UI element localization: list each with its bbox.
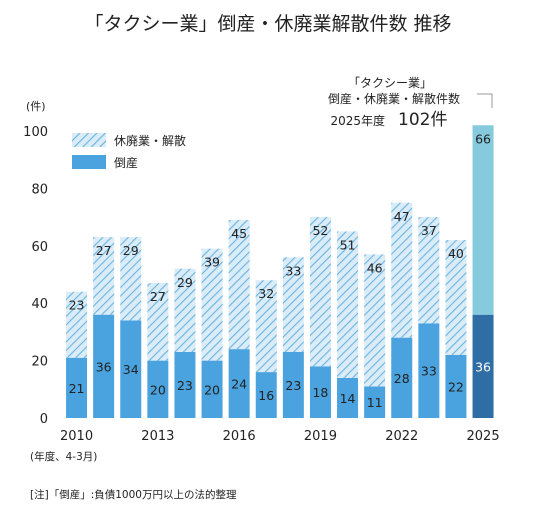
bar-2019-bottom xyxy=(309,366,331,418)
bar-2011-bottom xyxy=(93,314,115,418)
data-label-top: 29 xyxy=(177,275,193,290)
data-label-top: 51 xyxy=(340,237,356,252)
x-tick-label: 2016 xyxy=(223,429,256,444)
annotation-line1: 「タクシー業」 xyxy=(348,76,432,90)
footnote: [注]「倒産」:負債1000万円以上の法的整理 xyxy=(30,488,237,501)
legend-label-0: 倒産 xyxy=(114,155,138,170)
bar-2011-top xyxy=(93,237,115,315)
x-axis: 2010 2013 2016 2019 2022 2025 xyxy=(60,429,500,444)
x-tick-label: 2013 xyxy=(141,429,174,444)
bar-2017-top xyxy=(255,280,277,373)
y-tick-label: 100 xyxy=(23,125,48,140)
x-tick-label: 2019 xyxy=(304,429,337,444)
data-label-top: 23 xyxy=(69,298,85,313)
x-tick-label: 2022 xyxy=(385,429,418,444)
data-label-top: 40 xyxy=(448,246,464,261)
x-tick-label: 2025 xyxy=(467,429,500,444)
data-label-top: 37 xyxy=(421,223,437,238)
data-label-bottom: 20 xyxy=(150,382,166,397)
data-label-bottom: 23 xyxy=(285,378,301,393)
legend-swatch-solid xyxy=(72,155,106,169)
bars: 21 23 36 27 34 29 20 27 23 29 20 39 24 45 16 32 23 33 18 52… xyxy=(66,125,494,418)
data-label-bottom: 16 xyxy=(258,388,274,403)
bar-2015-bottom xyxy=(201,360,223,418)
y-tick-label: 0 xyxy=(40,412,48,427)
bar-2014-top xyxy=(174,268,196,352)
y-tick-label: 40 xyxy=(31,297,48,312)
bar-2018-top xyxy=(282,257,304,352)
bar-2012-top xyxy=(120,237,142,321)
data-label-top: 39 xyxy=(204,255,220,270)
data-label-top: 66 xyxy=(475,131,491,146)
legend-swatch-hatched xyxy=(72,133,106,147)
x-tick-label: 2010 xyxy=(60,429,93,444)
data-label-bottom: 22 xyxy=(448,379,464,394)
data-label-bottom: 33 xyxy=(421,364,437,379)
bar-2022-bottom xyxy=(391,337,413,418)
bar-2022-top xyxy=(391,202,413,338)
bar-2017-bottom xyxy=(255,372,277,418)
legend-label-1: 休廃業・解散 xyxy=(114,133,186,148)
data-label-bottom: 14 xyxy=(340,391,356,406)
data-label-bottom: 28 xyxy=(394,371,410,386)
bar-2013-top xyxy=(147,283,169,361)
data-label-bottom: 34 xyxy=(123,362,139,377)
bar-2010-top xyxy=(66,291,88,358)
y-tick-label: 20 xyxy=(31,355,48,370)
y-axis: 0 20 40 60 80 100 xyxy=(23,125,48,427)
bar-2015-top xyxy=(201,248,223,361)
data-label-top: 27 xyxy=(150,289,166,304)
y-tick-label: 80 xyxy=(31,182,48,197)
bar-2021-bottom xyxy=(364,386,386,418)
bar-2020-bottom xyxy=(337,377,359,418)
bar-2016-top xyxy=(228,219,250,350)
data-label-top: 29 xyxy=(123,243,139,258)
data-label-bottom: 11 xyxy=(367,395,383,410)
data-label-bottom: 23 xyxy=(177,378,193,393)
data-label-bottom: 24 xyxy=(231,377,247,392)
legend: 休廃業・解散 倒産 xyxy=(72,133,186,170)
bar-2019-top xyxy=(309,217,331,367)
data-label-bottom: 21 xyxy=(69,381,85,396)
data-label-top: 45 xyxy=(231,226,247,241)
data-label-top: 52 xyxy=(312,223,328,238)
annotation-leader xyxy=(477,93,493,108)
bar-2025-top xyxy=(472,125,494,315)
bar-2016-bottom xyxy=(228,349,250,418)
annotation-line2: 倒産・休廃業・解散件数 xyxy=(328,91,460,106)
bar-2023-top xyxy=(418,217,440,324)
data-label-top: 46 xyxy=(367,260,383,275)
bar-2024-bottom xyxy=(445,354,467,418)
bar-2014-bottom xyxy=(174,351,196,418)
data-label-top: 27 xyxy=(96,243,112,258)
data-label-bottom: 36 xyxy=(96,359,112,374)
data-label-top: 32 xyxy=(258,286,274,301)
x-axis-note: (年度、4-3月) xyxy=(30,450,97,463)
bar-2010-bottom xyxy=(66,357,88,418)
data-label-bottom: 20 xyxy=(204,382,220,397)
data-label-bottom: 36 xyxy=(475,359,491,374)
bar-2023-bottom xyxy=(418,323,440,418)
chart-title: 「タクシー業」倒産・休廃業解散件数 推移 xyxy=(84,13,451,35)
y-axis-unit: (件) xyxy=(26,100,46,113)
data-label-top: 47 xyxy=(394,209,410,224)
bar-2025-bottom xyxy=(472,314,494,418)
bar-2021-top xyxy=(364,254,386,387)
data-label-top: 33 xyxy=(285,263,301,278)
bar-2013-bottom xyxy=(147,360,169,418)
y-tick-label: 60 xyxy=(31,240,48,255)
annotation-line3-value: 102件 xyxy=(398,110,447,130)
bar-2020-top xyxy=(337,231,359,378)
bar-2012-bottom xyxy=(120,320,142,418)
data-label-bottom: 18 xyxy=(312,385,328,400)
annotation-line3-prefix: 2025年度 xyxy=(330,113,385,128)
annotation: 「タクシー業」 倒産・休廃業・解散件数 2025年度 102件 xyxy=(328,76,493,130)
bar-2024-top xyxy=(445,240,467,355)
bar-2018-bottom xyxy=(282,351,304,418)
